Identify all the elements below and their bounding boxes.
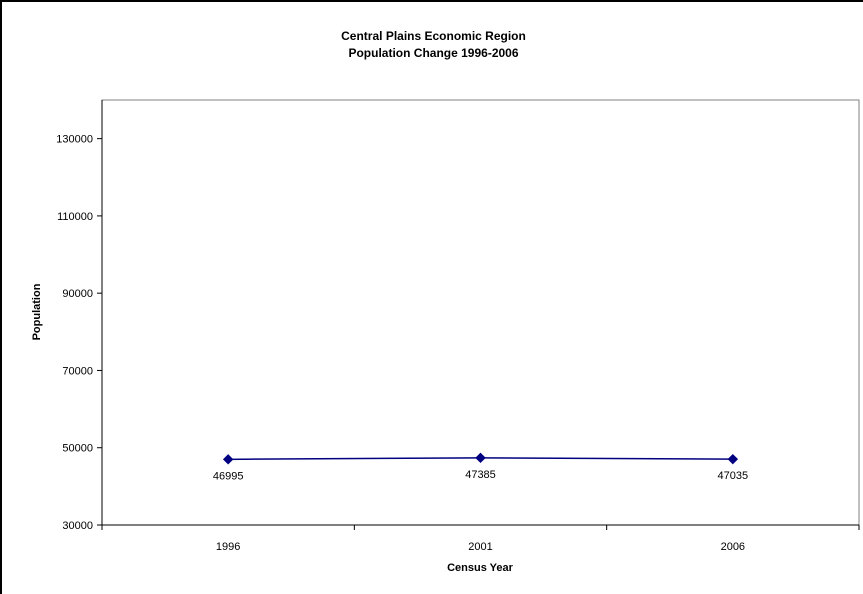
x-tick-label: 2006 <box>721 541 745 553</box>
y-axis-title: Population <box>31 283 43 340</box>
data-point-marker[interactable] <box>222 454 234 465</box>
chart-subtitle: Population Change 1996-2006 <box>348 46 519 60</box>
y-tick-label: 110000 <box>57 211 93 223</box>
data-label: 47035 <box>718 470 749 482</box>
data-label: 47385 <box>465 469 496 481</box>
y-tick-label: 130000 <box>56 134 93 146</box>
chart-title-block: Central Plains Economic Region Populatio… <box>2 28 863 62</box>
x-axis-title: Census Year <box>447 562 514 574</box>
x-tick-label: 2001 <box>468 541 492 553</box>
data-point-marker[interactable] <box>727 453 739 465</box>
y-tick-label: 70000 <box>62 365 93 377</box>
y-tick-label: 90000 <box>62 288 93 300</box>
y-tick-label: 50000 <box>62 443 93 455</box>
chart-title: Central Plains Economic Region <box>341 29 526 43</box>
x-tick-label: 1996 <box>216 541 240 553</box>
y-tick-label: 30000 <box>62 520 93 532</box>
data-point-marker[interactable] <box>475 452 486 464</box>
data-label: 46995 <box>213 470 244 482</box>
